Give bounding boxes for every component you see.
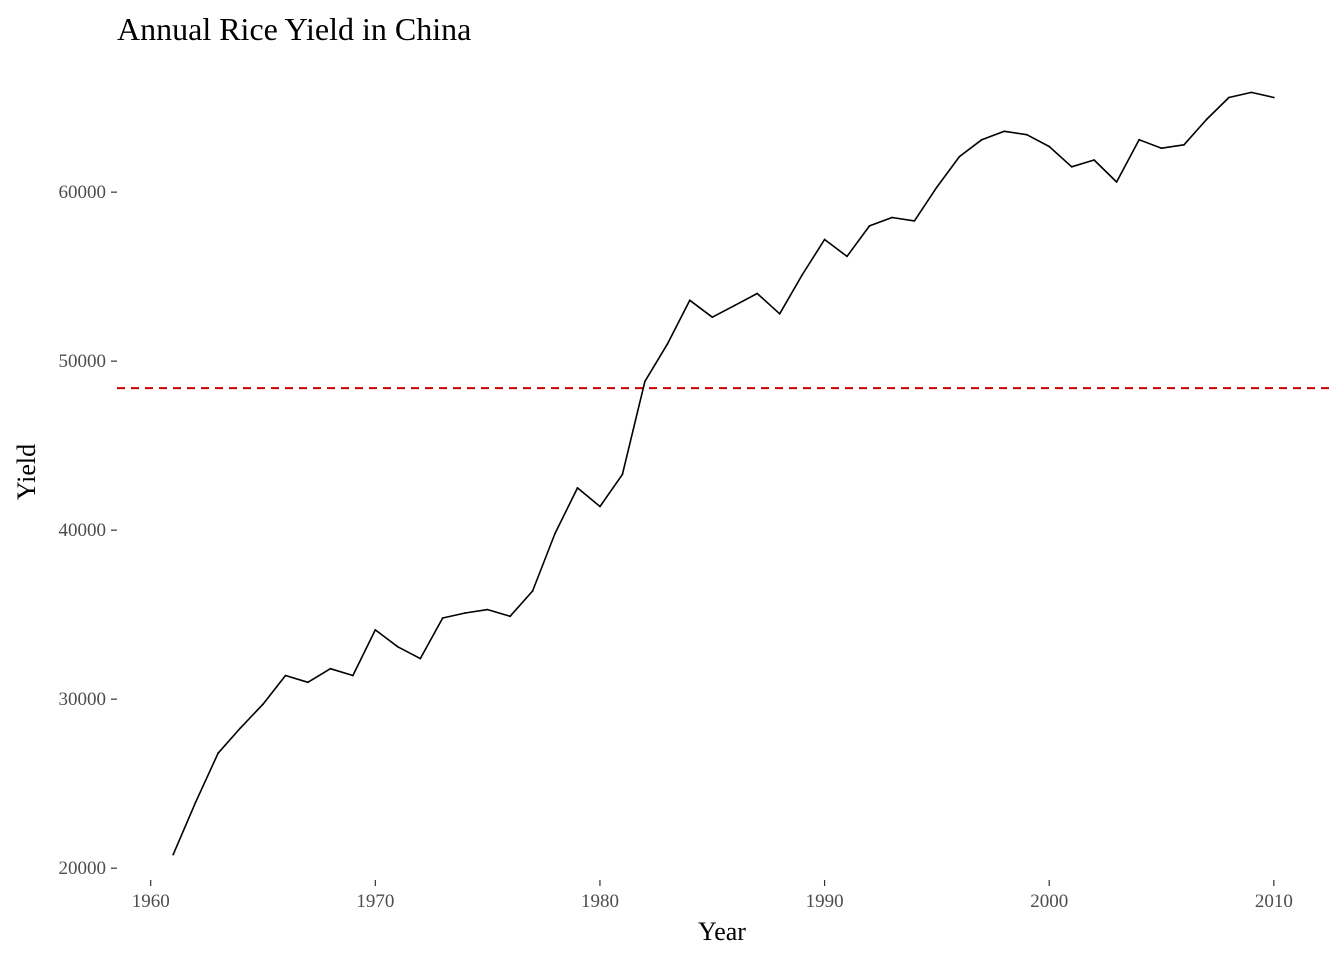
data-point bbox=[419, 657, 422, 660]
data-point bbox=[846, 255, 848, 258]
data-point bbox=[1093, 159, 1095, 161]
data-point bbox=[644, 380, 646, 383]
data-point bbox=[913, 220, 916, 222]
y-tick-label: 20000 bbox=[59, 858, 107, 879]
data-point bbox=[1138, 138, 1140, 141]
data-point bbox=[823, 238, 826, 241]
data-point bbox=[711, 316, 714, 319]
series-layer bbox=[172, 91, 1275, 856]
y-tick-label: 50000 bbox=[59, 351, 107, 372]
data-point bbox=[262, 703, 264, 706]
data-point bbox=[621, 473, 624, 476]
data-point bbox=[1160, 147, 1163, 150]
x-tick-label: 1980 bbox=[581, 891, 619, 912]
y-tick-label: 60000 bbox=[59, 182, 107, 203]
data-point bbox=[284, 674, 287, 677]
data-point bbox=[688, 299, 691, 302]
data-point bbox=[868, 225, 871, 227]
data-point bbox=[1250, 91, 1253, 94]
data-point bbox=[1070, 165, 1073, 168]
data-point bbox=[891, 216, 893, 219]
data-point bbox=[576, 487, 579, 489]
x-tick-label: 1990 bbox=[806, 891, 844, 912]
data-point bbox=[531, 590, 534, 592]
data-point bbox=[778, 312, 781, 315]
data-point bbox=[1272, 96, 1275, 99]
x-axis: 1960 1970 1980 1990 2000 2010 bbox=[132, 880, 1293, 912]
data-point bbox=[217, 752, 220, 755]
data-point bbox=[1115, 181, 1118, 183]
data-point bbox=[374, 629, 377, 631]
yield-series-line bbox=[172, 91, 1274, 855]
data-point bbox=[958, 155, 961, 158]
data-point bbox=[801, 274, 803, 276]
data-point bbox=[509, 615, 511, 618]
y-tick-label: 40000 bbox=[59, 520, 107, 541]
data-point bbox=[396, 645, 399, 648]
data-point bbox=[1003, 130, 1006, 133]
chart-title: Annual Rice Yield in China bbox=[117, 11, 471, 47]
data-point bbox=[307, 681, 309, 684]
data-point bbox=[172, 853, 175, 856]
data-point bbox=[1205, 118, 1208, 121]
y-tick-label: 30000 bbox=[59, 689, 107, 710]
x-tick-label: 1960 bbox=[132, 891, 170, 912]
x-tick-label: 2010 bbox=[1255, 891, 1293, 912]
data-point bbox=[756, 292, 759, 295]
data-point bbox=[980, 138, 983, 141]
data-point bbox=[486, 608, 489, 611]
data-point bbox=[1025, 133, 1028, 136]
data-point bbox=[194, 801, 197, 804]
data-point bbox=[329, 667, 332, 670]
y-axis-title: Yield bbox=[12, 444, 41, 500]
data-point bbox=[599, 505, 601, 508]
data-point bbox=[936, 186, 938, 189]
data-point bbox=[1048, 145, 1051, 148]
data-point bbox=[352, 674, 354, 677]
data-point bbox=[1183, 143, 1185, 146]
data-point bbox=[239, 727, 242, 729]
data-point bbox=[666, 343, 669, 346]
y-axis: 20000 30000 40000 50000 60000 bbox=[59, 182, 117, 879]
data-point bbox=[464, 612, 467, 614]
x-tick-label: 2000 bbox=[1030, 891, 1068, 912]
data-point bbox=[733, 304, 736, 307]
data-point bbox=[441, 617, 444, 619]
data-point bbox=[1228, 96, 1230, 99]
data-point bbox=[554, 532, 556, 535]
x-axis-title: Year bbox=[698, 917, 746, 946]
x-tick-label: 1970 bbox=[356, 891, 394, 912]
